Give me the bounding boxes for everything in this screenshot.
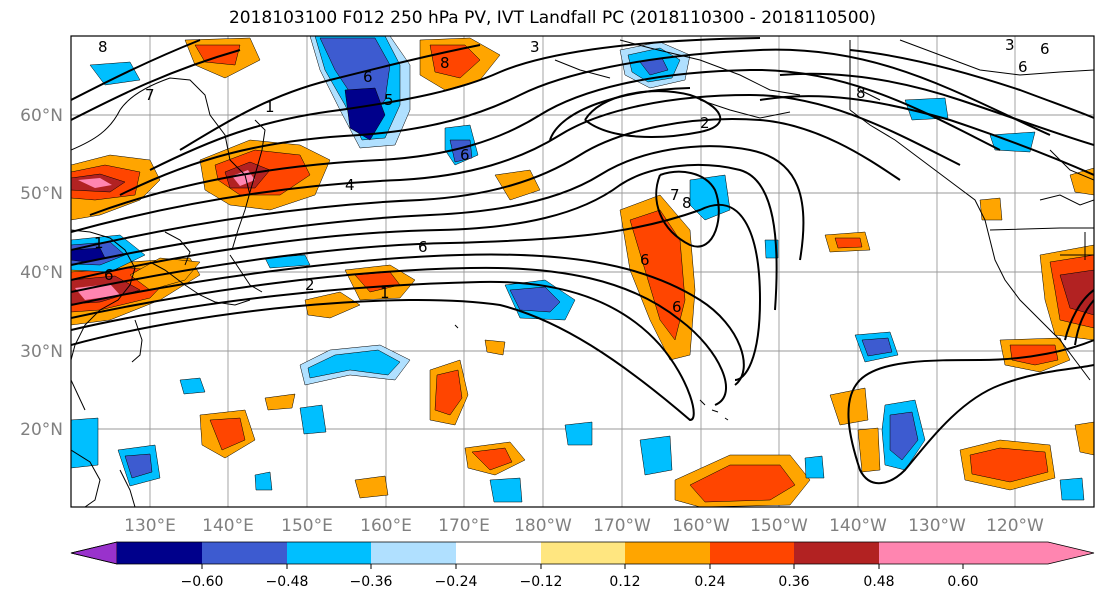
contour-label: 4 (345, 176, 355, 194)
lat-label: 60°N (20, 106, 63, 126)
lat-label: 30°N (20, 342, 63, 362)
lon-label: 150°W (750, 516, 808, 536)
colorbar-swatch (456, 542, 541, 564)
contour-label: 1 (380, 284, 390, 302)
contour-label: 6 (672, 298, 682, 316)
contour-label: 6 (1040, 40, 1050, 58)
colorbar-tick: −0.12 (520, 574, 563, 590)
colorbar-swatch (710, 542, 794, 564)
map-border (70, 35, 1095, 508)
lon-label: 160°W (672, 516, 730, 536)
lon-label: 140°W (829, 516, 887, 536)
colorbar-tick: 0.36 (778, 574, 809, 590)
contour-label: 6 (460, 146, 470, 164)
longitude-labels: 130°E 140°E 150°E 160°E 170°E 180°W 170°… (124, 516, 1044, 536)
colorbar-swatch (287, 542, 371, 564)
contour-label: 2 (305, 276, 315, 294)
contour-label: 6 (1018, 58, 1028, 76)
contour-label: 7 (670, 186, 680, 204)
colorbar-tick: −0.24 (435, 574, 478, 590)
lat-label: 40°N (20, 263, 63, 283)
contour-label: 5 (384, 91, 394, 109)
colorbar-tick: −0.36 (350, 574, 393, 590)
contour-label: 8 (98, 38, 108, 56)
colorbar-outline (70, 541, 1095, 565)
coastlines (71, 39, 1094, 507)
pv-negative-anomalies (71, 36, 1085, 503)
latitude-labels: 60°N 50°N 40°N 30°N 20°N (20, 106, 63, 440)
lon-label: 130°E (124, 516, 176, 536)
lon-label: 170°W (593, 516, 651, 536)
contour-label: 6 (363, 68, 373, 86)
lon-label: 170°E (438, 516, 490, 536)
colorbar-swatch (202, 542, 287, 564)
colorbar-extend-low (70, 541, 118, 565)
contour-label: 7 (145, 86, 155, 104)
contour-label: 8 (856, 84, 866, 102)
colorbar-swatch (879, 542, 963, 564)
colorbar-tick: 0.12 (609, 574, 640, 590)
contour-label: 2 (700, 114, 710, 132)
colorbar-tick: 0.48 (863, 574, 894, 590)
contour-label: 8 (682, 194, 692, 212)
lat-label: 20°N (20, 420, 63, 440)
contour-label: 1 (265, 98, 275, 116)
colorbar-extend-high (963, 542, 1094, 564)
contour-label: 3 (1005, 36, 1015, 54)
colorbar-tick: 0.60 (947, 574, 978, 590)
colorbar-swatch (794, 542, 879, 564)
contour-label: 1 (94, 234, 104, 252)
colorbar-tick: 0.24 (694, 574, 725, 590)
colorbar-tick: −0.60 (181, 574, 224, 590)
contour-label: 8 (440, 54, 450, 72)
colorbar-swatch (117, 542, 202, 564)
lon-label: 130°W (908, 516, 966, 536)
colorbar-swatch (371, 542, 456, 564)
colorbar-swatch (541, 542, 625, 564)
lon-label: 140°E (202, 516, 254, 536)
colorbar-swatch (625, 542, 710, 564)
map-title: 2018103100 F012 250 hPa PV, IVT Landfall… (228, 8, 876, 28)
lon-label: 180°W (514, 516, 572, 536)
contour-label: 3 (530, 38, 540, 56)
contour-label: 6 (640, 251, 650, 269)
colorbar: −0.60 −0.48 −0.36 −0.24 −0.12 0.12 0.24 … (70, 541, 1095, 590)
lat-label: 50°N (20, 184, 63, 204)
lon-label: 120°W (986, 516, 1044, 536)
colorbar-tick: −0.48 (266, 574, 309, 590)
contour-lines (71, 37, 1094, 485)
contour-label: 6 (418, 238, 428, 256)
contour-labels: 8 7 6 5 4 3 2 1 1 6 6 6 7 8 8 6 1 8 2 6 … (94, 36, 1050, 316)
lon-label: 160°E (360, 516, 412, 536)
contour-label: 6 (104, 266, 114, 284)
lon-label: 150°E (281, 516, 333, 536)
